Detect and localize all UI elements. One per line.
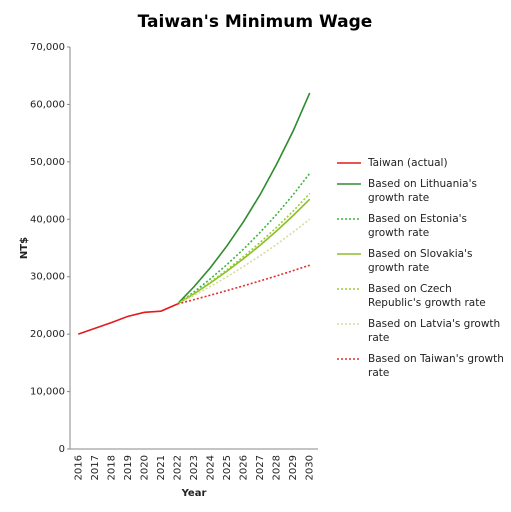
chart-title: Taiwan's Minimum Wage <box>138 12 373 32</box>
x-tick-label: 2028 <box>272 455 283 480</box>
x-tick-label: 2018 <box>106 455 117 480</box>
legend-entry: Based on Latvia's growth rate <box>336 317 504 345</box>
legend-entry: Taiwan (actual) <box>336 156 504 170</box>
legend: Taiwan (actual) Based on Lithuania's grow… <box>336 156 504 387</box>
series-line <box>176 92 311 305</box>
y-tick-label: 30,000 <box>30 272 65 283</box>
x-tick-label: 2025 <box>222 455 233 480</box>
legend-label: Based on Estonia's growth rate <box>368 213 467 239</box>
x-tick-label: 2016 <box>73 455 84 480</box>
legend-label: Based on Slovakia's growth rate <box>368 248 473 274</box>
legend-swatch <box>337 162 361 164</box>
legend-entry: Based on Lithuania's growth rate <box>336 177 504 205</box>
legend-entry: Based on Slovakia's growth rate <box>336 247 504 275</box>
x-tick-label: 2024 <box>206 455 217 480</box>
legend-label: Based on Lithuania's growth rate <box>368 178 477 204</box>
x-tick-label: 2023 <box>189 455 200 480</box>
y-tick-label: 70,000 <box>30 42 65 53</box>
series-line <box>177 198 311 305</box>
legend-swatch <box>337 218 361 220</box>
y-tick-label: 40,000 <box>30 214 65 225</box>
y-tick-label: 50,000 <box>30 157 65 168</box>
legend-swatch <box>337 323 361 325</box>
x-tick-label: 2017 <box>90 455 101 480</box>
series-line <box>177 264 310 305</box>
x-tick-label: 2026 <box>239 455 250 480</box>
x-tick-label: 2019 <box>123 455 134 480</box>
legend-swatch <box>337 288 361 290</box>
y-tick-label: 60,000 <box>30 99 65 110</box>
x-axis-label: Year <box>181 488 207 499</box>
x-tick-label: 2030 <box>305 455 316 480</box>
series-line <box>78 303 178 335</box>
y-tick-label: 0 <box>59 444 65 455</box>
legend-label: Based on Latvia's growth rate <box>368 318 501 344</box>
legend-entry: Based on Estonia's growth rate <box>336 212 504 240</box>
legend-swatch <box>337 183 361 185</box>
y-axis-label: NT$ <box>19 237 30 259</box>
series-line <box>177 192 311 305</box>
x-tick-label: 2029 <box>288 455 299 480</box>
legend-entry: Based on Taiwan's growth rate <box>336 352 504 380</box>
x-tick-label: 2027 <box>255 455 266 480</box>
series-line <box>176 172 311 305</box>
x-tick-label: 2022 <box>172 455 183 480</box>
legend-label: Based on Czech Republic's growth rate <box>368 283 486 309</box>
legend-swatch <box>337 358 361 360</box>
x-tick-label: 2021 <box>156 455 167 480</box>
legend-label: Taiwan (actual) <box>368 157 448 169</box>
series-line <box>177 218 311 305</box>
legend-swatch <box>337 253 361 255</box>
y-tick-label: 20,000 <box>30 329 65 340</box>
legend-entry: Based on Czech Republic's growth rate <box>336 282 504 310</box>
y-tick-label: 10,000 <box>30 387 65 398</box>
legend-label: Based on Taiwan's growth rate <box>368 353 504 379</box>
x-tick-label: 2020 <box>139 455 150 480</box>
